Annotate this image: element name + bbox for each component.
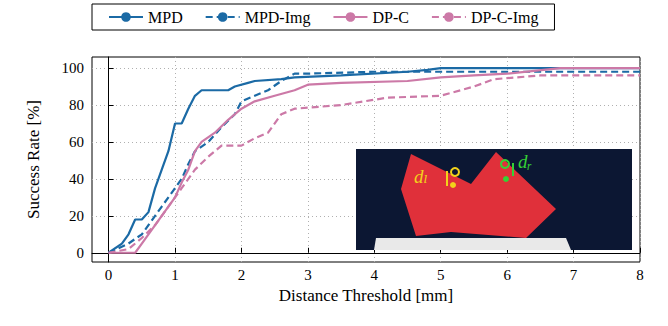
- svg-text:4: 4: [371, 267, 379, 283]
- svg-text:60: 60: [69, 134, 84, 150]
- svg-text:100: 100: [62, 60, 85, 76]
- svg-text:2: 2: [238, 267, 246, 283]
- svg-text:3: 3: [304, 267, 312, 283]
- svg-text:0: 0: [77, 245, 85, 261]
- svg-text:40: 40: [69, 171, 84, 187]
- svg-text:DP-C-Img: DP-C-Img: [471, 9, 539, 27]
- svg-text:80: 80: [69, 97, 84, 113]
- svg-text:7: 7: [570, 267, 578, 283]
- svg-text:Distance Threshold [mm]: Distance Threshold [mm]: [279, 286, 453, 305]
- svg-text:20: 20: [69, 208, 84, 224]
- svg-text:1: 1: [171, 267, 179, 283]
- svg-text:8: 8: [636, 267, 644, 283]
- svg-text:6: 6: [503, 267, 511, 283]
- svg-text:dᵣ: dᵣ: [518, 151, 532, 172]
- svg-text:MPD: MPD: [148, 9, 183, 26]
- svg-text:MPD-Img: MPD-Img: [245, 9, 311, 27]
- svg-text:dₗ: dₗ: [414, 166, 428, 187]
- svg-text:DP-C: DP-C: [372, 9, 408, 26]
- svg-text:0: 0: [105, 267, 113, 283]
- svg-text:5: 5: [437, 267, 445, 283]
- svg-text:Success Rate [%]: Success Rate [%]: [24, 100, 43, 219]
